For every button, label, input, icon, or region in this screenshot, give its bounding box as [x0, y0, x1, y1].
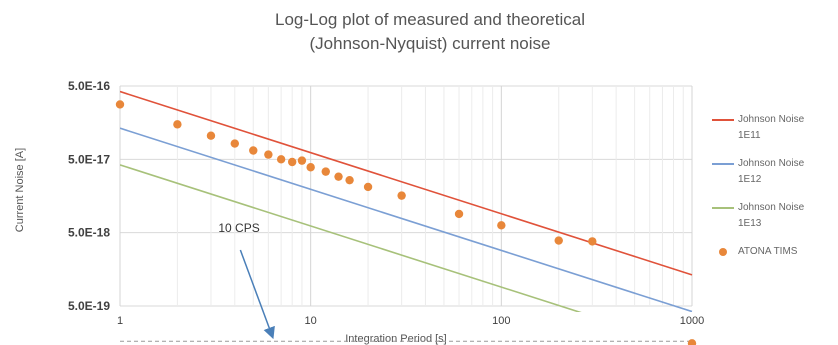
chart-title-line2: (Johnson-Nyquist) current noise	[309, 34, 551, 53]
x-tick-label: 1	[117, 315, 123, 327]
y-axis-label: Current Noise [A]	[14, 148, 26, 232]
chart-title-line1: Log-Log plot of measured and theoretical	[275, 10, 585, 29]
legend-swatch	[719, 248, 727, 256]
legend-swatch	[712, 163, 734, 165]
x-tick-label: 10	[305, 315, 317, 327]
data-point	[554, 236, 563, 245]
data-point	[588, 237, 597, 246]
legend: Johnson Noise 1E11 Johnson Noise 1E12 John…	[712, 112, 836, 288]
data-point	[687, 339, 697, 345]
y-tick-label: 5.0E-16	[68, 79, 110, 93]
data-point	[264, 150, 273, 159]
legend-item: Johnson Noise 1E11	[712, 112, 836, 156]
x-tick-label: 1000	[680, 315, 704, 327]
data-point	[397, 191, 406, 200]
y-tick-label: 5.0E-17	[68, 152, 110, 166]
y-tick-label: 5.0E-19	[68, 299, 110, 313]
data-point	[334, 172, 343, 181]
series-line-1	[120, 127, 693, 312]
data-point	[297, 156, 307, 165]
data-point	[363, 182, 373, 192]
data-point	[345, 175, 354, 185]
legend-item: Johnson Noise 1E12	[712, 156, 836, 200]
legend-swatch	[712, 207, 734, 209]
x-axis-label: Integration Period [s]	[345, 333, 447, 345]
legend-item: Johnson Noise 1E13	[712, 200, 836, 244]
data-point	[454, 209, 464, 219]
data-point	[115, 100, 125, 109]
legend-label: Johnson Noise 1E11	[738, 114, 805, 141]
data-point	[206, 131, 216, 140]
annotation-10-cps: 10 CPS	[218, 221, 259, 235]
data-point	[276, 155, 286, 164]
annotation-arrow	[239, 249, 275, 340]
data-point	[173, 120, 182, 129]
legend-item: ATONA TIMS	[712, 244, 836, 288]
x-tick-label: 100	[492, 315, 510, 327]
legend-label: ATONA TIMS	[738, 246, 798, 257]
data-point	[497, 221, 506, 230]
legend-label: Johnson Noise 1E12	[738, 158, 805, 185]
legend-swatch	[712, 119, 734, 121]
series-line-0	[120, 90, 693, 276]
legend-label: Johnson Noise 1E13	[738, 202, 805, 229]
data-point	[321, 167, 330, 176]
y-tick-label: 5.0E-18	[68, 226, 110, 240]
data-point	[230, 139, 239, 148]
series-line-2	[120, 164, 582, 312]
data-point	[287, 157, 297, 167]
data-point	[249, 146, 258, 155]
data-point	[306, 163, 315, 172]
